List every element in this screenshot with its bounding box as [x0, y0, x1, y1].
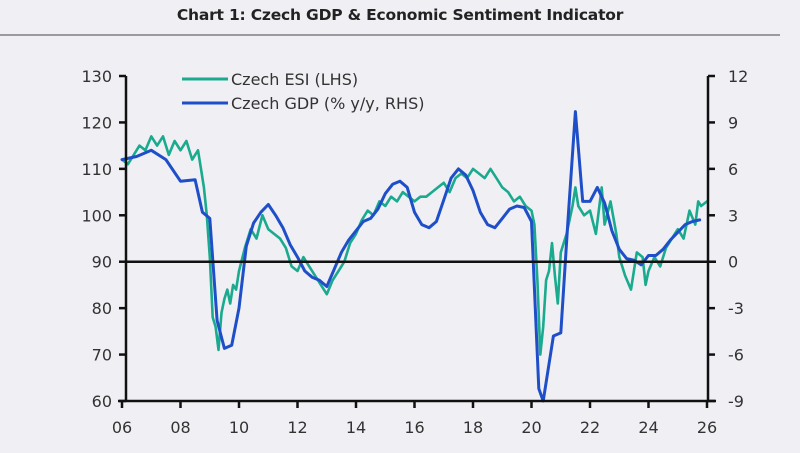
x-tick-label: 16 [404, 418, 424, 437]
left-tick-label: 100 [81, 206, 112, 225]
left-tick-label: 120 [81, 113, 112, 132]
series-layer [120, 110, 709, 403]
left-tick-label: 60 [92, 392, 112, 411]
ticks-layer: 130 120 110 100 90 80 70 60 12 9 6 3 0 -3 -6 -9 06 08 10 12… [81, 67, 748, 437]
series-line-esi [120, 135, 709, 356]
x-tick-label: 24 [638, 418, 658, 437]
legend-label-gdp: Czech GDP (% y/y, RHS) [231, 94, 424, 113]
left-tick-label: 70 [92, 346, 112, 365]
title-divider [0, 34, 780, 36]
legend: Czech ESI (LHS) Czech GDP (% y/y, RHS) [182, 70, 424, 113]
left-tick-label: 130 [81, 67, 112, 86]
right-tick-label: -9 [728, 392, 744, 411]
series-line-gdp [120, 110, 702, 403]
right-tick-label: -6 [728, 346, 744, 365]
right-tick-label: 0 [728, 253, 738, 272]
right-tick-label: 3 [728, 206, 738, 225]
left-tick-label: 90 [92, 253, 112, 272]
x-tick-label: 18 [463, 418, 483, 437]
x-tick-label: 20 [521, 418, 541, 437]
x-tick-label: 10 [229, 418, 249, 437]
x-tick-label: 26 [697, 418, 717, 437]
x-tick-label: 12 [287, 418, 307, 437]
right-tick-label: 9 [728, 113, 738, 132]
x-tick-label: 14 [346, 418, 366, 437]
right-tick-label: -3 [728, 299, 744, 318]
legend-label-esi: Czech ESI (LHS) [231, 70, 358, 89]
right-tick-label: 12 [728, 67, 748, 86]
left-tick-label: 110 [81, 160, 112, 179]
right-tick-label: 6 [728, 160, 738, 179]
x-tick-label: 22 [580, 418, 600, 437]
x-tick-label: 06 [112, 418, 132, 437]
left-tick-label: 80 [92, 299, 112, 318]
x-tick-label: 08 [170, 418, 190, 437]
chart-title: Chart 1: Czech GDP & Economic Sentiment … [176, 6, 624, 24]
